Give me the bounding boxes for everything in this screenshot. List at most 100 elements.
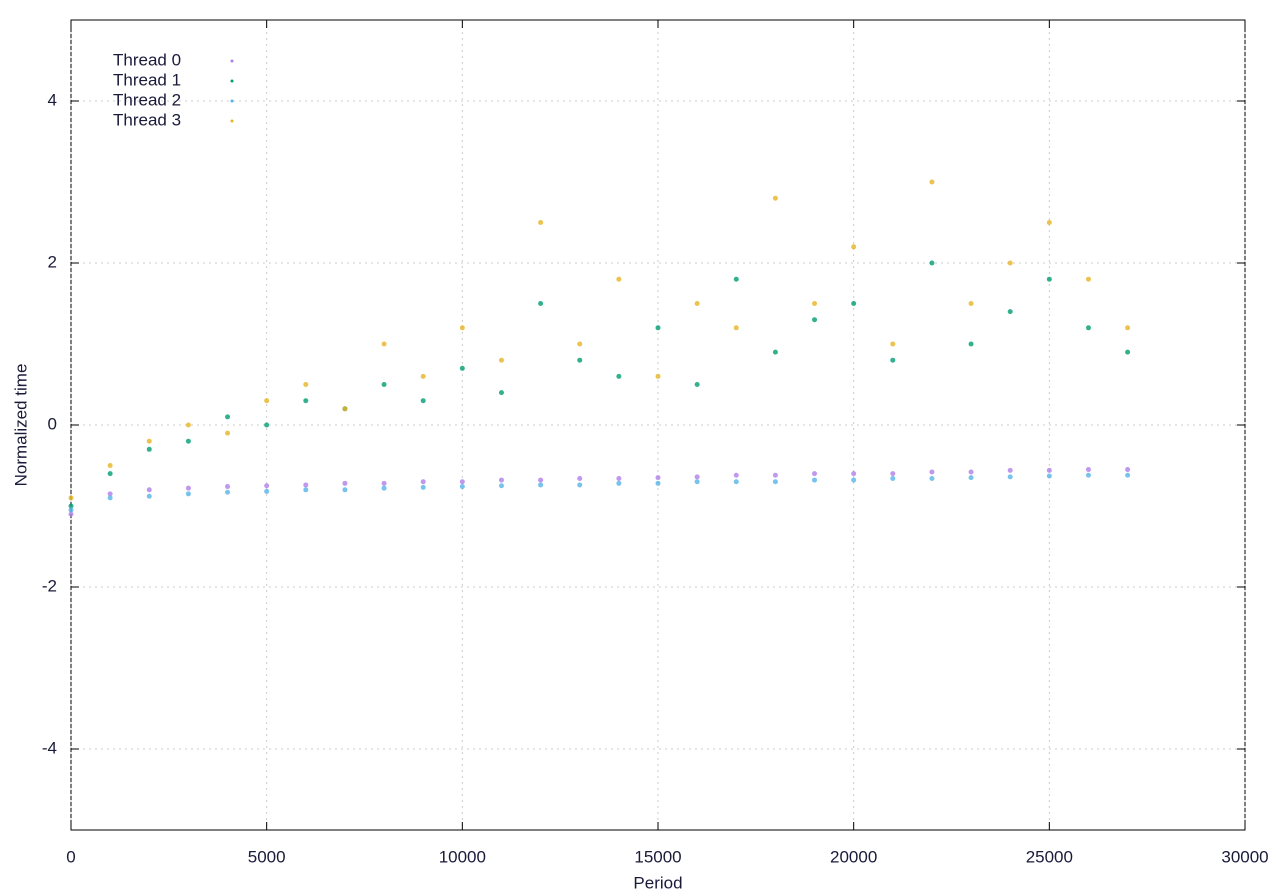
- point: [68, 507, 74, 513]
- point: [420, 373, 426, 379]
- point: [616, 475, 622, 481]
- point: [812, 317, 818, 323]
- point: [381, 480, 387, 486]
- point: [577, 475, 583, 481]
- point: [68, 495, 74, 501]
- point: [655, 325, 661, 331]
- point: [929, 179, 935, 185]
- point: [577, 357, 583, 363]
- point: [342, 406, 348, 412]
- legend-label: Thread 2: [113, 90, 181, 109]
- point: [264, 483, 270, 489]
- point: [225, 414, 231, 420]
- point: [812, 471, 818, 477]
- point: [538, 482, 544, 488]
- point: [303, 487, 309, 493]
- point: [185, 485, 191, 491]
- point: [381, 485, 387, 491]
- point: [616, 480, 622, 486]
- point: [303, 482, 309, 488]
- point: [420, 398, 426, 404]
- point: [890, 471, 896, 477]
- point: [772, 349, 778, 355]
- point: [107, 471, 113, 477]
- point: [968, 341, 974, 347]
- point: [538, 301, 544, 306]
- point: [694, 382, 700, 387]
- point: [146, 438, 152, 444]
- point: [498, 357, 504, 363]
- x-tick-label: 25000: [1026, 847, 1073, 866]
- point: [459, 479, 465, 485]
- point: [498, 390, 504, 396]
- point: [851, 244, 857, 250]
- x-axis-label: Period: [633, 873, 682, 892]
- point: [459, 365, 465, 371]
- point: [1085, 276, 1091, 282]
- point: [381, 341, 387, 347]
- point: [185, 422, 191, 428]
- x-tick-label: 20000: [830, 847, 877, 866]
- point: [733, 479, 739, 485]
- point: [1125, 349, 1131, 355]
- point: [1046, 220, 1052, 225]
- point: [420, 479, 426, 485]
- point: [381, 382, 387, 387]
- legend-marker: [230, 59, 234, 63]
- point: [1007, 467, 1013, 473]
- point: [968, 469, 974, 475]
- point: [1007, 309, 1013, 315]
- point: [929, 260, 935, 266]
- point: [851, 471, 857, 477]
- point: [655, 480, 661, 486]
- point: [968, 475, 974, 481]
- point: [1125, 472, 1131, 478]
- point: [1125, 467, 1131, 473]
- point: [538, 220, 544, 225]
- point: [225, 430, 231, 436]
- legend-marker: [230, 79, 234, 83]
- point: [890, 357, 896, 363]
- point: [733, 276, 739, 282]
- y-tick-label: -2: [42, 576, 57, 595]
- point: [655, 475, 661, 481]
- point: [733, 472, 739, 478]
- point: [264, 422, 270, 428]
- point: [185, 491, 191, 497]
- point: [342, 487, 348, 493]
- legend-marker: [230, 99, 234, 103]
- point: [577, 341, 583, 347]
- legend-label: Thread 3: [113, 110, 181, 129]
- x-tick-label: 0: [66, 847, 75, 866]
- point: [1085, 467, 1091, 473]
- point: [694, 474, 700, 480]
- point: [890, 341, 896, 347]
- point: [772, 479, 778, 485]
- point: [498, 483, 504, 489]
- point: [185, 438, 191, 444]
- x-tick-label: 30000: [1221, 847, 1268, 866]
- point: [264, 488, 270, 494]
- point: [107, 463, 113, 468]
- y-axis-label: Normalized time: [11, 364, 30, 487]
- point: [616, 276, 622, 282]
- point: [851, 301, 857, 306]
- point: [146, 446, 152, 452]
- point: [812, 301, 818, 306]
- point: [146, 493, 152, 499]
- point: [107, 491, 113, 497]
- point: [616, 373, 622, 379]
- point: [890, 475, 896, 481]
- point: [577, 482, 583, 488]
- point: [303, 398, 309, 404]
- point: [303, 382, 309, 387]
- point: [1046, 473, 1052, 479]
- point: [1007, 260, 1013, 266]
- point: [264, 398, 270, 404]
- point: [694, 479, 700, 485]
- point: [1085, 325, 1091, 331]
- point: [772, 472, 778, 478]
- legend-marker: [230, 119, 234, 123]
